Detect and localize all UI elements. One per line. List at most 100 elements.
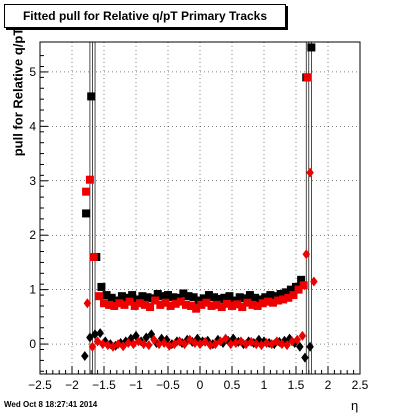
data-point-square bbox=[281, 288, 290, 297]
data-point-square bbox=[169, 293, 178, 302]
data-point-square bbox=[189, 293, 198, 302]
data-point-square bbox=[215, 294, 224, 303]
data-point-square bbox=[184, 292, 193, 301]
data-point-square bbox=[140, 300, 149, 309]
data-point-square bbox=[199, 294, 208, 303]
data-point-square bbox=[158, 292, 167, 301]
data-point-diamond bbox=[283, 340, 291, 351]
data-point-diamond bbox=[165, 340, 174, 351]
data-point-square bbox=[243, 298, 252, 307]
data-point-square bbox=[210, 293, 219, 302]
data-point-diamond bbox=[191, 337, 199, 348]
data-point-square bbox=[274, 296, 283, 305]
x-tick-label: −2.5 bbox=[28, 378, 52, 392]
x-tick-label: 0 bbox=[197, 378, 204, 392]
data-point-square bbox=[238, 303, 247, 312]
data-point-square bbox=[100, 299, 108, 308]
data-point-diamond bbox=[226, 339, 235, 350]
data-point-diamond bbox=[306, 341, 314, 352]
data-point-diamond bbox=[139, 339, 148, 350]
data-point-diamond bbox=[221, 333, 230, 344]
data-point-square bbox=[135, 299, 144, 308]
data-point-square bbox=[240, 294, 249, 303]
data-point-square bbox=[268, 298, 277, 307]
data-point-square bbox=[197, 300, 206, 309]
data-point-square bbox=[220, 293, 229, 302]
data-point-diamond bbox=[86, 332, 94, 343]
data-point-square bbox=[146, 303, 155, 312]
data-point-square bbox=[299, 281, 308, 290]
data-point-square bbox=[94, 292, 103, 301]
data-point-diamond bbox=[180, 339, 189, 350]
data-point-square bbox=[166, 301, 175, 310]
data-point-square bbox=[164, 291, 172, 300]
data-point-square bbox=[225, 292, 234, 301]
x-tick-label: −1 bbox=[129, 378, 143, 392]
data-point-square bbox=[289, 291, 298, 300]
data-point-square bbox=[117, 292, 126, 301]
data-point-diamond bbox=[155, 339, 163, 350]
data-point-square bbox=[207, 301, 216, 310]
data-point-square bbox=[176, 297, 185, 306]
data-point-diamond bbox=[104, 340, 112, 351]
data-point-square bbox=[85, 175, 94, 184]
x-tick-label: 2 bbox=[325, 378, 332, 392]
data-point-square bbox=[271, 292, 280, 301]
timestamp: Wed Oct 8 18:27:41 2014 bbox=[4, 400, 98, 409]
data-point-square bbox=[279, 295, 288, 304]
data-point-diamond bbox=[119, 341, 127, 352]
x-tick-label: −1.5 bbox=[92, 378, 116, 392]
data-point-square bbox=[102, 291, 111, 300]
data-point-square bbox=[217, 303, 226, 312]
data-point-square bbox=[245, 291, 254, 300]
data-point-square bbox=[194, 296, 203, 305]
data-point-square bbox=[82, 187, 91, 196]
data-point-diamond bbox=[98, 339, 107, 350]
x-tick-label: −2 bbox=[65, 378, 79, 392]
y-tick-label: 5 bbox=[29, 65, 36, 79]
plot-frame bbox=[39, 41, 361, 375]
data-point-diamond bbox=[302, 249, 310, 260]
data-point-diamond bbox=[293, 334, 302, 345]
data-point-square bbox=[128, 291, 137, 300]
data-point-square bbox=[261, 293, 270, 302]
data-point-diamond bbox=[298, 330, 307, 341]
data-point-square bbox=[110, 301, 119, 310]
x-tick-label: 0.5 bbox=[224, 378, 241, 392]
data-point-diamond bbox=[262, 337, 271, 348]
data-point-square bbox=[151, 296, 160, 305]
x-tick-label: −0.5 bbox=[156, 378, 180, 392]
chart-title: Fitted pull for Relative q/pT Primary Tr… bbox=[22, 9, 268, 23]
data-point-diamond bbox=[288, 336, 296, 347]
data-point-diamond bbox=[201, 336, 209, 347]
data-point-square bbox=[187, 301, 196, 310]
x-axis-label: η bbox=[351, 398, 359, 413]
data-point-square bbox=[297, 275, 306, 284]
y-tick-label: 0 bbox=[29, 337, 36, 351]
y-tick-label: 3 bbox=[29, 174, 36, 188]
data-point-square bbox=[222, 299, 231, 308]
data-point-diamond bbox=[88, 341, 97, 352]
data-point-square bbox=[181, 300, 190, 309]
data-point-square bbox=[161, 298, 170, 307]
data-point-diamond bbox=[91, 329, 99, 340]
data-point-square bbox=[202, 298, 211, 307]
data-point-diamond bbox=[124, 337, 133, 348]
data-point-square bbox=[235, 293, 244, 302]
data-point-square bbox=[156, 300, 165, 309]
data-point-square bbox=[266, 291, 275, 300]
data-point-square bbox=[82, 209, 91, 218]
data-point-diamond bbox=[81, 351, 89, 362]
data-point-diamond bbox=[306, 167, 314, 178]
data-point-square bbox=[125, 297, 134, 306]
data-point-square bbox=[153, 289, 162, 298]
x-tick-label: 2.5 bbox=[352, 378, 369, 392]
data-point-diamond bbox=[252, 339, 261, 350]
data-point-diamond bbox=[96, 328, 104, 339]
data-point-square bbox=[204, 291, 213, 300]
data-point-square bbox=[107, 293, 116, 302]
data-point-square bbox=[263, 297, 272, 306]
data-point-diamond bbox=[232, 337, 240, 348]
data-point-diamond bbox=[310, 276, 318, 287]
